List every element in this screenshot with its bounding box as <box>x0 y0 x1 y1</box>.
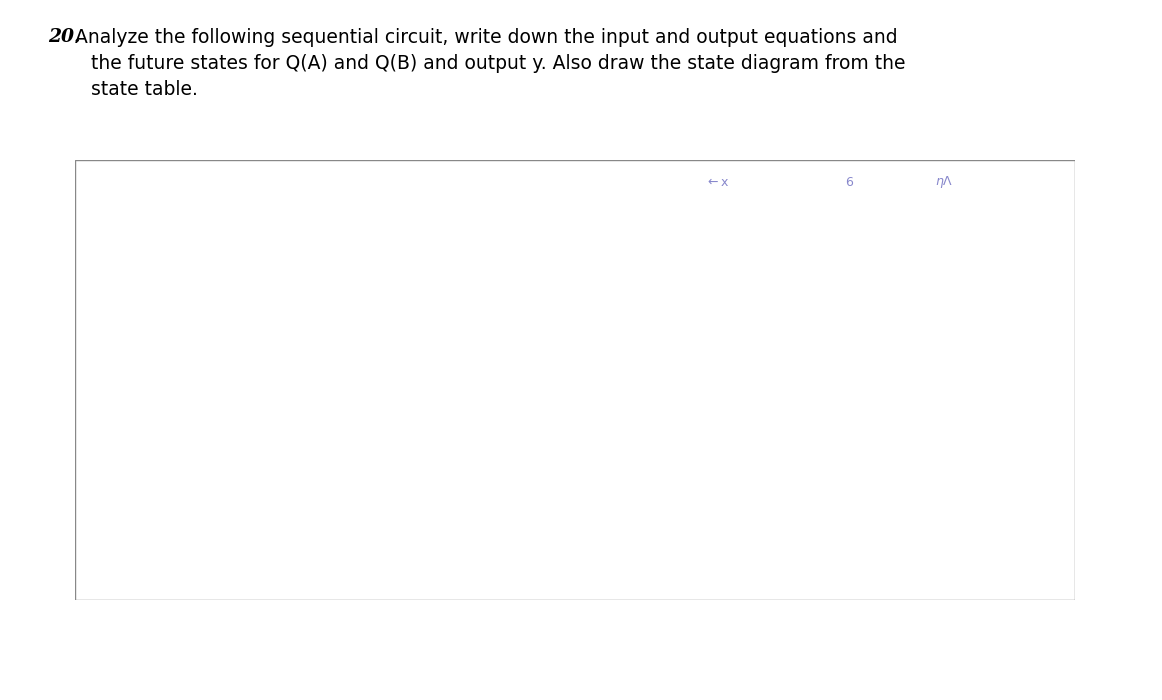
Text: Clock: Clock <box>325 578 363 592</box>
Bar <box>495 405 615 570</box>
Text: Analyze the following sequential circuit, write down the input and output equati: Analyze the following sequential circuit… <box>76 28 897 47</box>
Text: state table.: state table. <box>91 80 198 99</box>
Text: Q: Q <box>560 431 574 449</box>
Text: Q: Q <box>560 246 574 264</box>
Text: 20.: 20. <box>48 28 80 46</box>
Text: A: A <box>516 245 524 258</box>
Text: B: B <box>516 430 524 443</box>
Text: A: A <box>578 335 586 348</box>
Text: $\leftarrow$x: $\leftarrow$x <box>705 176 730 188</box>
Text: the future states for Q(A) and Q(B) and output y. Also draw the state diagram fr: the future states for Q(A) and Q(B) and … <box>91 54 905 73</box>
Text: $\bar{Q}$: $\bar{Q}$ <box>560 334 575 356</box>
Text: B: B <box>575 430 583 443</box>
Text: 6: 6 <box>845 176 853 188</box>
Text: B: B <box>578 530 586 543</box>
Text: y (output): y (output) <box>960 298 1030 312</box>
Bar <box>495 210 615 440</box>
Text: D: D <box>503 246 517 264</box>
Text: (input) x: (input) x <box>93 236 152 250</box>
Text: $\eta\Lambda$: $\eta\Lambda$ <box>935 174 953 190</box>
Text: $\bar{Q}$: $\bar{Q}$ <box>560 528 575 552</box>
Text: D: D <box>503 431 517 449</box>
Text: A: A <box>575 245 583 258</box>
